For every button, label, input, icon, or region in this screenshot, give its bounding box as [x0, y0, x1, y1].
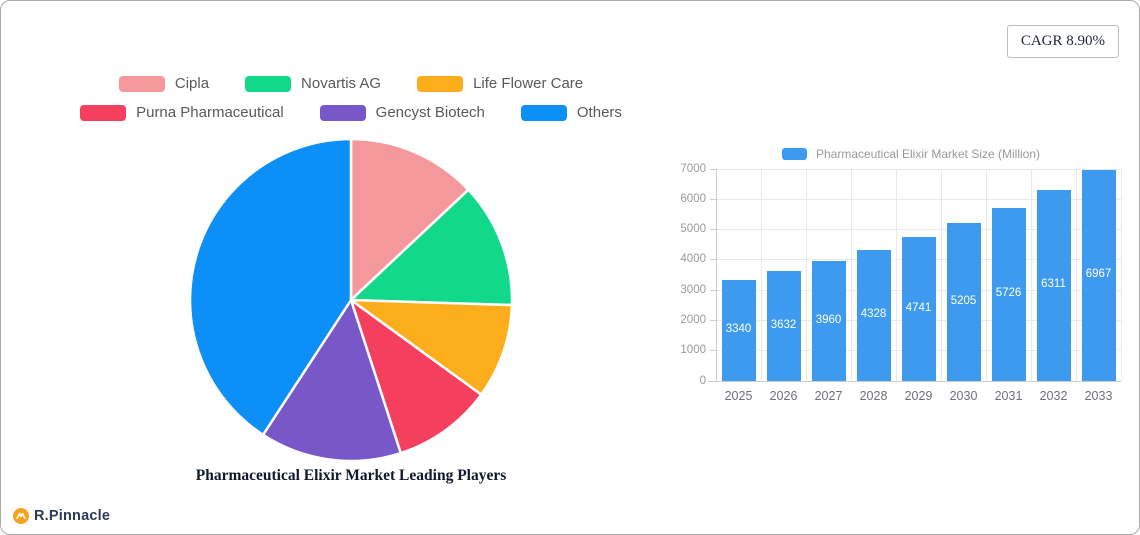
- legend-label: Cipla: [174, 75, 210, 92]
- y-axis-tick: [710, 259, 716, 261]
- pie-legend: Cipla Novartis AG Life Flower Care Purna Ph…: [1, 75, 701, 121]
- y-axis-label: 3000: [680, 283, 706, 296]
- y-axis-tick: [710, 168, 716, 170]
- gridline-vertical: [940, 169, 942, 381]
- bar-legend-label: Pharmaceutical Elixir Market Size (Milli…: [815, 147, 1041, 161]
- bar-2032[interactable]: [1036, 189, 1071, 381]
- pie-chart-title: Pharmaceutical Elixir Market Leading Pla…: [195, 467, 507, 484]
- y-axis-tick: [710, 350, 716, 352]
- legend-swatch-cipla: [118, 75, 165, 92]
- legend-swatch-gencyst-biotech: [319, 104, 366, 121]
- y-axis-label: 0: [699, 374, 706, 387]
- bar-2027[interactable]: [811, 261, 846, 381]
- bar-2033[interactable]: [1081, 169, 1116, 381]
- bar-legend[interactable]: Pharmaceutical Elixir Market Size (Milli…: [691, 147, 1131, 161]
- y-axis-label: 1000: [680, 344, 706, 357]
- pie-slice-novartis-ag[interactable]: [349, 188, 514, 307]
- legend-swatch-novartis-ag: [245, 75, 292, 92]
- legend-item-gencyst-biotech[interactable]: Gencyst Biotech: [319, 104, 485, 121]
- legend-label: Gencyst Biotech: [375, 104, 485, 121]
- pie-slice-cipla[interactable]: [349, 137, 470, 302]
- legend-label: Purna Pharmaceutical: [136, 104, 284, 121]
- legend-swatch-others: [520, 104, 567, 121]
- gridline-vertical: [1075, 169, 1077, 381]
- y-axis-tick: [710, 198, 716, 200]
- bar-2030[interactable]: [946, 223, 981, 381]
- legend-row: Cipla Novartis AG Life Flower Care: [1, 75, 701, 92]
- legend-row: Purna Pharmaceutical Gencyst Biotech Other…: [1, 104, 701, 121]
- gridline-horizontal: [716, 168, 1121, 170]
- gridline-vertical: [805, 169, 807, 381]
- y-axis-label: 4000: [680, 253, 706, 266]
- y-axis-label: 2000: [680, 313, 706, 326]
- legend-item-cipla[interactable]: Cipla: [118, 75, 210, 92]
- x-axis-label: 2027: [814, 389, 843, 403]
- legend-label: Novartis AG: [301, 75, 382, 92]
- bar-2026[interactable]: [766, 271, 801, 381]
- y-axis-label: 5000: [680, 223, 706, 236]
- pie-slice-purna-pharmaceutical[interactable]: [349, 298, 483, 455]
- gridline-vertical: [1030, 169, 1032, 381]
- bar-2025[interactable]: [721, 279, 756, 381]
- y-axis-tick: [710, 289, 716, 291]
- x-axis-line: [708, 381, 1121, 382]
- legend-label: Life Flower Care: [473, 75, 584, 92]
- x-axis-label: 2029: [904, 389, 933, 403]
- legend-swatch-life-flower-care: [417, 75, 464, 92]
- bar-2029[interactable]: [901, 237, 936, 381]
- legend-item-life-flower-care[interactable]: Life Flower Care: [417, 75, 583, 92]
- y-axis-tick: [710, 229, 716, 231]
- x-axis-label: 2030: [949, 389, 978, 403]
- y-axis-line: [716, 169, 717, 381]
- cagr-badge: CAGR 8.90%: [1006, 25, 1119, 58]
- brand-name: R.Pinnacle: [34, 508, 111, 524]
- y-axis-tick: [710, 319, 716, 321]
- pie-slice-life-flower-care[interactable]: [349, 298, 514, 396]
- legend-item-others[interactable]: Others: [520, 104, 622, 121]
- x-axis-label: 2028: [859, 389, 888, 403]
- legend-swatch-purna-pharmaceutical: [80, 104, 127, 121]
- x-axis-label: 2026: [769, 389, 798, 403]
- gridline-vertical: [895, 169, 897, 381]
- x-axis-label: 2033: [1084, 389, 1113, 403]
- y-axis-label: 7000: [680, 162, 706, 175]
- legend-label: Others: [576, 104, 622, 121]
- x-axis-label: 2031: [994, 389, 1023, 403]
- gridline-vertical: [760, 169, 762, 381]
- x-axis-label: 2025: [724, 389, 753, 403]
- legend-item-purna-pharmaceutical[interactable]: Purna Pharmaceutical: [80, 104, 284, 121]
- gridline-vertical: [985, 169, 987, 381]
- brand-logo: R.Pinnacle: [13, 508, 110, 524]
- gridline-vertical: [850, 169, 852, 381]
- pie-slice-gencyst-biotech[interactable]: [261, 298, 402, 463]
- y-axis-label: 6000: [680, 192, 706, 205]
- bar-2028[interactable]: [856, 249, 891, 381]
- bar-2031[interactable]: [991, 207, 1026, 381]
- gridline-horizontal: [716, 229, 1121, 231]
- pie-slice-others[interactable]: [188, 137, 353, 437]
- x-axis-label: 2032: [1039, 389, 1068, 403]
- legend-item-novartis-ag[interactable]: Novartis AG: [245, 75, 381, 92]
- pie-chart[interactable]: [186, 135, 516, 465]
- bar-chart: 0 1000 2000 3000 4000 5000 6000 7000 3340 2025 363…: [680, 163, 1122, 403]
- gridline-vertical: [1120, 169, 1122, 381]
- gridline-horizontal: [716, 198, 1121, 200]
- pinnacle-circle-icon: [13, 508, 29, 524]
- bar-legend-swatch: [781, 148, 807, 160]
